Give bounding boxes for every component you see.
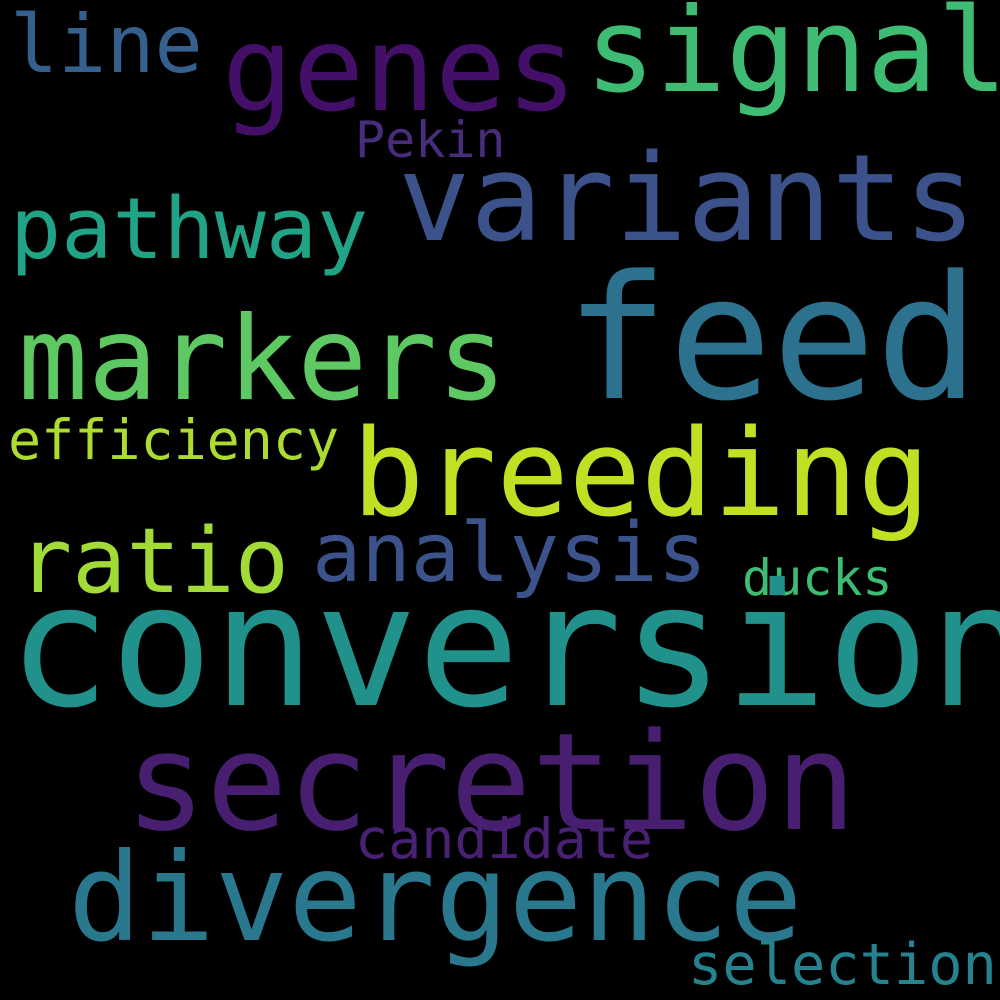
word-analysis: analysis — [312, 506, 707, 601]
word-breeding: breeding — [352, 405, 930, 544]
word-conversion: conversion — [8, 548, 1000, 746]
word-genes: genes — [222, 0, 578, 138]
word-signal: signal — [585, 0, 1000, 119]
word-candidate: candidate — [355, 807, 654, 871]
word-ratio: ratio — [18, 509, 289, 614]
word-secretion: secretion — [125, 704, 857, 861]
word-ducks: ducks — [742, 549, 893, 607]
word-divergence: divergence — [68, 827, 803, 969]
word-markers: markers — [18, 292, 507, 427]
word-variants: variants — [398, 130, 976, 269]
word-efficiency: efficiency — [8, 408, 340, 472]
word-pekin: Pekin — [355, 111, 506, 169]
word-selection: selection — [688, 932, 997, 998]
word-feed: feed — [565, 238, 980, 439]
word-line: line — [10, 0, 203, 91]
word-pathway: pathway — [10, 180, 369, 279]
